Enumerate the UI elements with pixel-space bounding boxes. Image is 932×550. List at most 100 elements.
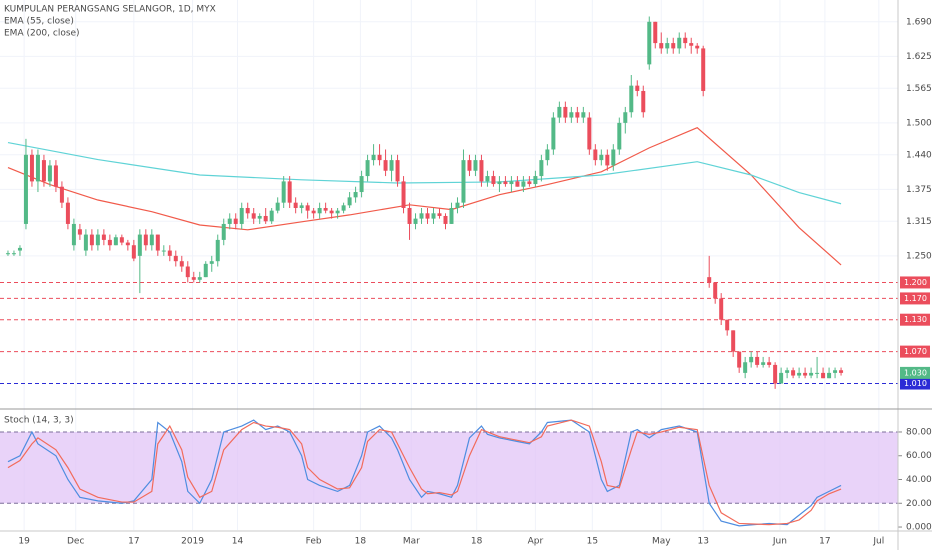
candle-body <box>527 181 532 185</box>
candle-body <box>713 282 718 299</box>
candle-body <box>71 223 76 246</box>
x-tick-label: 17 <box>128 537 139 547</box>
candle-body <box>347 197 352 206</box>
x-tick-label: 15 <box>587 537 598 547</box>
candle-body <box>695 45 700 49</box>
level-badge <box>900 292 930 305</box>
candle-body <box>47 165 52 182</box>
candle-body <box>719 298 724 320</box>
candle-body <box>143 234 148 246</box>
candle-body <box>383 160 388 171</box>
x-tick-label: 13 <box>697 537 708 547</box>
candle-body <box>797 372 802 376</box>
level-label: 1.070 <box>904 347 927 356</box>
y-tick-label: 80.0000 <box>906 427 932 437</box>
level-badge <box>900 276 930 289</box>
candle-body <box>137 234 142 256</box>
candle-body <box>89 234 94 246</box>
candle-body <box>95 234 100 246</box>
candle-body <box>599 154 604 161</box>
candle-body <box>281 181 286 203</box>
candle-body <box>491 176 496 185</box>
candle-body <box>521 181 526 187</box>
candle-body <box>167 250 172 256</box>
candle-body <box>833 370 838 373</box>
candle-body <box>293 202 298 208</box>
candle-body <box>449 207 454 224</box>
candle-body <box>389 160 394 171</box>
candle-body <box>227 218 232 224</box>
y-tick-label: 40.0000 <box>906 475 932 485</box>
candle-body <box>809 372 814 376</box>
candle-body <box>617 122 622 150</box>
candle-body <box>437 213 442 216</box>
candle-body <box>65 202 70 224</box>
candle-body <box>5 253 10 255</box>
candle-body <box>329 210 334 214</box>
x-tick-label: Jun <box>772 537 787 547</box>
candle-body <box>35 154 40 182</box>
candle-body <box>827 372 832 379</box>
candle-body <box>257 215 262 219</box>
candle-body <box>341 205 346 211</box>
y-tick-label: 1.690 <box>906 17 932 27</box>
candle-body <box>497 181 502 185</box>
price-label: 1.030 <box>904 368 927 377</box>
candle-body <box>317 207 322 214</box>
candle-body <box>767 362 772 365</box>
candle-body <box>581 112 586 118</box>
x-tick-label: 18 <box>355 537 367 547</box>
candle-body <box>119 237 124 243</box>
candle-body <box>773 364 778 384</box>
candle-body <box>323 207 328 211</box>
candle-body <box>635 85 640 91</box>
candle-body <box>743 362 748 373</box>
candle-body <box>593 149 598 161</box>
candle-body <box>77 229 82 235</box>
y-tick-label: 0.0000 <box>906 523 932 533</box>
candle-body <box>689 43 694 46</box>
candle-body <box>59 186 64 203</box>
candle-body <box>653 21 658 44</box>
candle-body <box>725 319 730 331</box>
candle-body <box>791 370 796 376</box>
candle-body <box>641 90 646 113</box>
candle-body <box>101 234 106 240</box>
x-tick-label: 19 <box>18 537 30 547</box>
candle-body <box>287 181 292 203</box>
candle-body <box>113 237 118 246</box>
price-badge <box>900 366 930 379</box>
candle-body <box>233 218 238 224</box>
candle-body <box>245 207 250 214</box>
candle-body <box>377 154 382 161</box>
candle-body <box>629 85 634 113</box>
x-tick-label: 17 <box>819 537 830 547</box>
candle-body <box>173 255 178 262</box>
candle-body <box>41 160 46 182</box>
candle-body <box>305 205 310 211</box>
x-tick-label: 18 <box>471 537 483 547</box>
y-tick-label: 1.250 <box>906 251 932 261</box>
candle-body <box>311 210 316 214</box>
candle-body <box>413 218 418 224</box>
candle-body <box>215 239 220 262</box>
x-tick-label: Mar <box>403 537 420 547</box>
candle-body <box>125 242 130 246</box>
candle-body <box>179 261 184 267</box>
level-label: 1.130 <box>904 315 927 324</box>
candle-body <box>701 48 706 91</box>
candle-body <box>779 372 784 384</box>
candle-body <box>149 234 154 246</box>
y-tick-label: 20.0000 <box>906 499 932 509</box>
candle-body <box>209 261 214 264</box>
candle-body <box>533 176 538 185</box>
candle-body <box>815 372 820 374</box>
candle-body <box>557 106 562 118</box>
candle-body <box>605 154 610 166</box>
x-tick-label: Feb <box>306 537 322 547</box>
candle-body <box>239 207 244 224</box>
level-badge <box>900 377 930 390</box>
candle-body <box>731 330 736 352</box>
candle-body <box>479 160 484 182</box>
legend-entry: EMA (200, close) <box>4 29 80 39</box>
